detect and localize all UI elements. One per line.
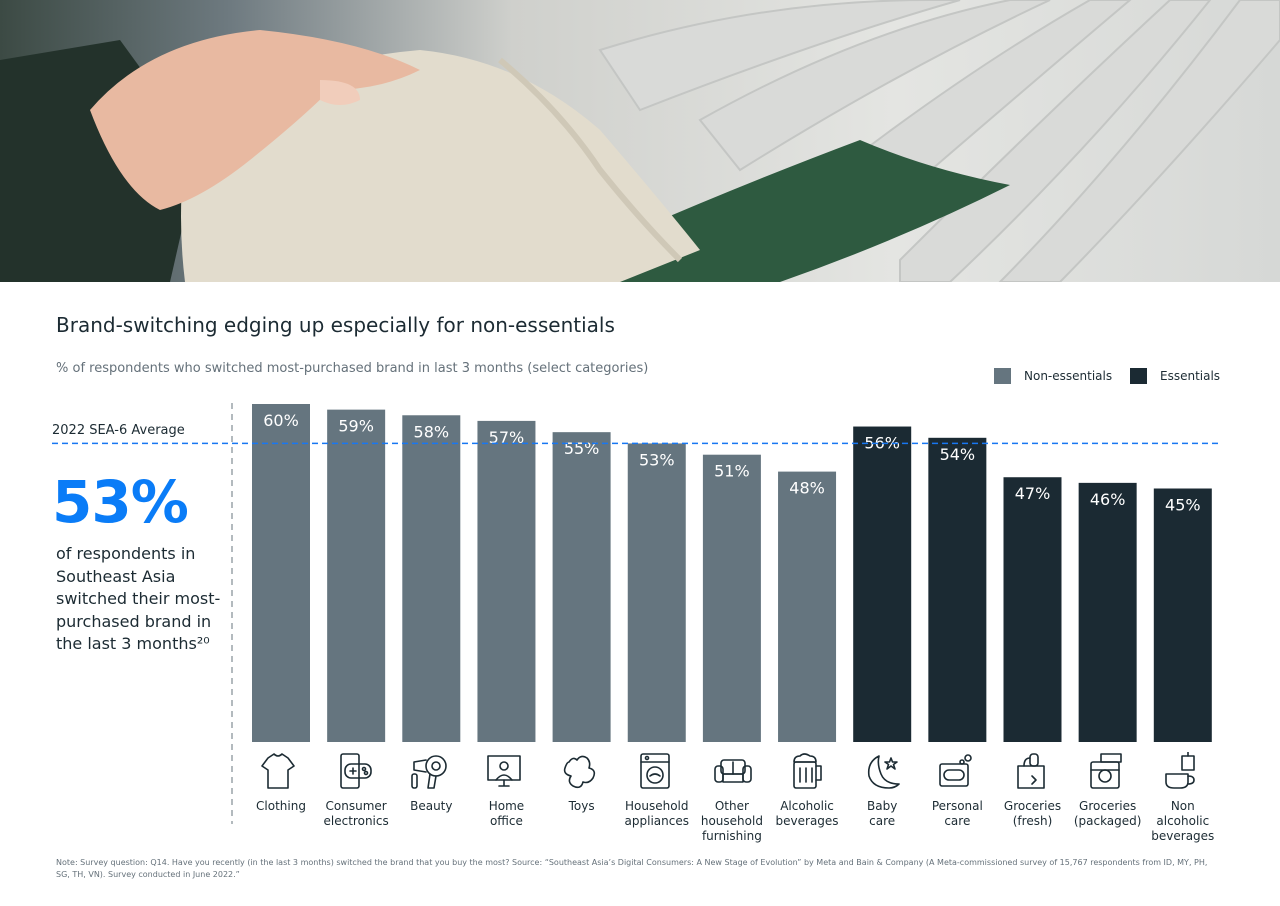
bar-9	[928, 437, 987, 742]
category-label-10: Groceries (fresh)	[1003, 799, 1062, 828]
bar-0	[252, 404, 310, 742]
chart-title: Brand-switching edging up especially for…	[56, 313, 615, 337]
bar-value-label-4: 55%	[564, 439, 600, 458]
packaged-jar-icon	[1087, 752, 1129, 796]
stat-description: of respondents in Southeast Asia switche…	[56, 544, 221, 653]
hero-photo	[0, 0, 1280, 282]
legend-non-essentials: Non-essentials	[994, 368, 1112, 384]
moon-star-icon	[861, 752, 903, 796]
grocery-bag-icon	[1012, 752, 1054, 796]
category-label-8: Baby care	[867, 799, 898, 828]
soap-bubbles-icon	[936, 752, 978, 796]
bar-value-label-11: 46%	[1090, 490, 1126, 509]
bar-12	[1153, 488, 1212, 742]
legend-swatch-non-essentials	[994, 368, 1011, 384]
category-label-3: Home office	[488, 799, 525, 828]
tshirt-icon	[260, 752, 302, 796]
category-label-1: Consumer electronics	[323, 799, 389, 828]
cup-drink-icon	[1162, 751, 1204, 796]
bar-value-label-7: 48%	[789, 479, 825, 498]
legend-swatch-essentials	[1130, 368, 1147, 384]
bar-value-label-3: 57%	[489, 428, 525, 447]
puzzle-piece-icon	[561, 752, 603, 796]
bar-value-label-0: 60%	[263, 411, 299, 430]
category-label-12: Non alcoholic beverages	[1151, 799, 1215, 843]
bar-value-label-6: 51%	[714, 462, 750, 481]
category-label-5: Household appliances	[624, 799, 689, 828]
monitor-person-icon	[485, 752, 527, 796]
hair-dryer-icon	[410, 752, 452, 796]
category-label-4: Toys	[568, 799, 595, 813]
legend-essentials: Essentials	[1130, 368, 1220, 384]
game-controller-phone-icon	[335, 752, 377, 796]
category-label-7: Alcoholic beverages	[775, 799, 839, 828]
bar-1	[327, 409, 386, 742]
bar-5	[627, 443, 686, 742]
big-stat-value: 53%	[52, 468, 189, 536]
bar-value-label-12: 45%	[1165, 496, 1201, 515]
chart-subtitle: % of respondents who switched most-purch…	[56, 361, 649, 376]
bar-11	[1078, 482, 1137, 742]
sofa-icon	[711, 752, 753, 796]
bar-value-label-2: 58%	[414, 422, 450, 441]
bar-chart: 60% 59% 58% 57%55%53%51%48%56%54%47% 46% 45%	[52, 403, 1218, 824]
washing-machine-icon	[636, 752, 678, 796]
bar-4	[552, 432, 611, 742]
bar-2	[402, 415, 461, 742]
bar-6	[702, 454, 761, 742]
legend-label-essentials: Essentials	[1160, 369, 1221, 383]
bar-10	[1003, 477, 1062, 742]
category-label-11: Groceries (packaged)	[1073, 799, 1142, 828]
beer-mug-icon	[786, 752, 828, 796]
footnote: Note: Survey question: Q14. Have you rec…	[56, 858, 1208, 879]
bar-value-label-1: 59%	[338, 417, 374, 436]
clothes-rack-illustration	[0, 0, 1280, 282]
category-label-6: Other household furnishing	[700, 799, 763, 843]
category-label-2: Beauty	[410, 799, 453, 813]
category-label-0: Clothing	[256, 799, 306, 813]
legend-label-non-essentials: Non-essentials	[1024, 369, 1113, 383]
average-label: 2022 SEA-6 Average	[52, 423, 185, 438]
bar-value-label-5: 53%	[639, 450, 675, 469]
bar-3	[477, 420, 536, 742]
bar-value-label-9: 54%	[940, 445, 976, 464]
category-label-9: Personal care	[931, 799, 983, 828]
bar-8	[853, 426, 912, 742]
bar-value-label-10: 47%	[1015, 484, 1051, 503]
bar-7	[778, 471, 837, 742]
